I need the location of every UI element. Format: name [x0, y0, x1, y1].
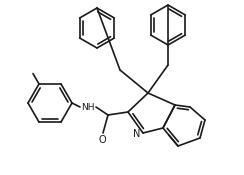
Text: O: O: [98, 135, 106, 145]
Text: N: N: [133, 129, 141, 139]
Text: NH: NH: [81, 103, 95, 111]
